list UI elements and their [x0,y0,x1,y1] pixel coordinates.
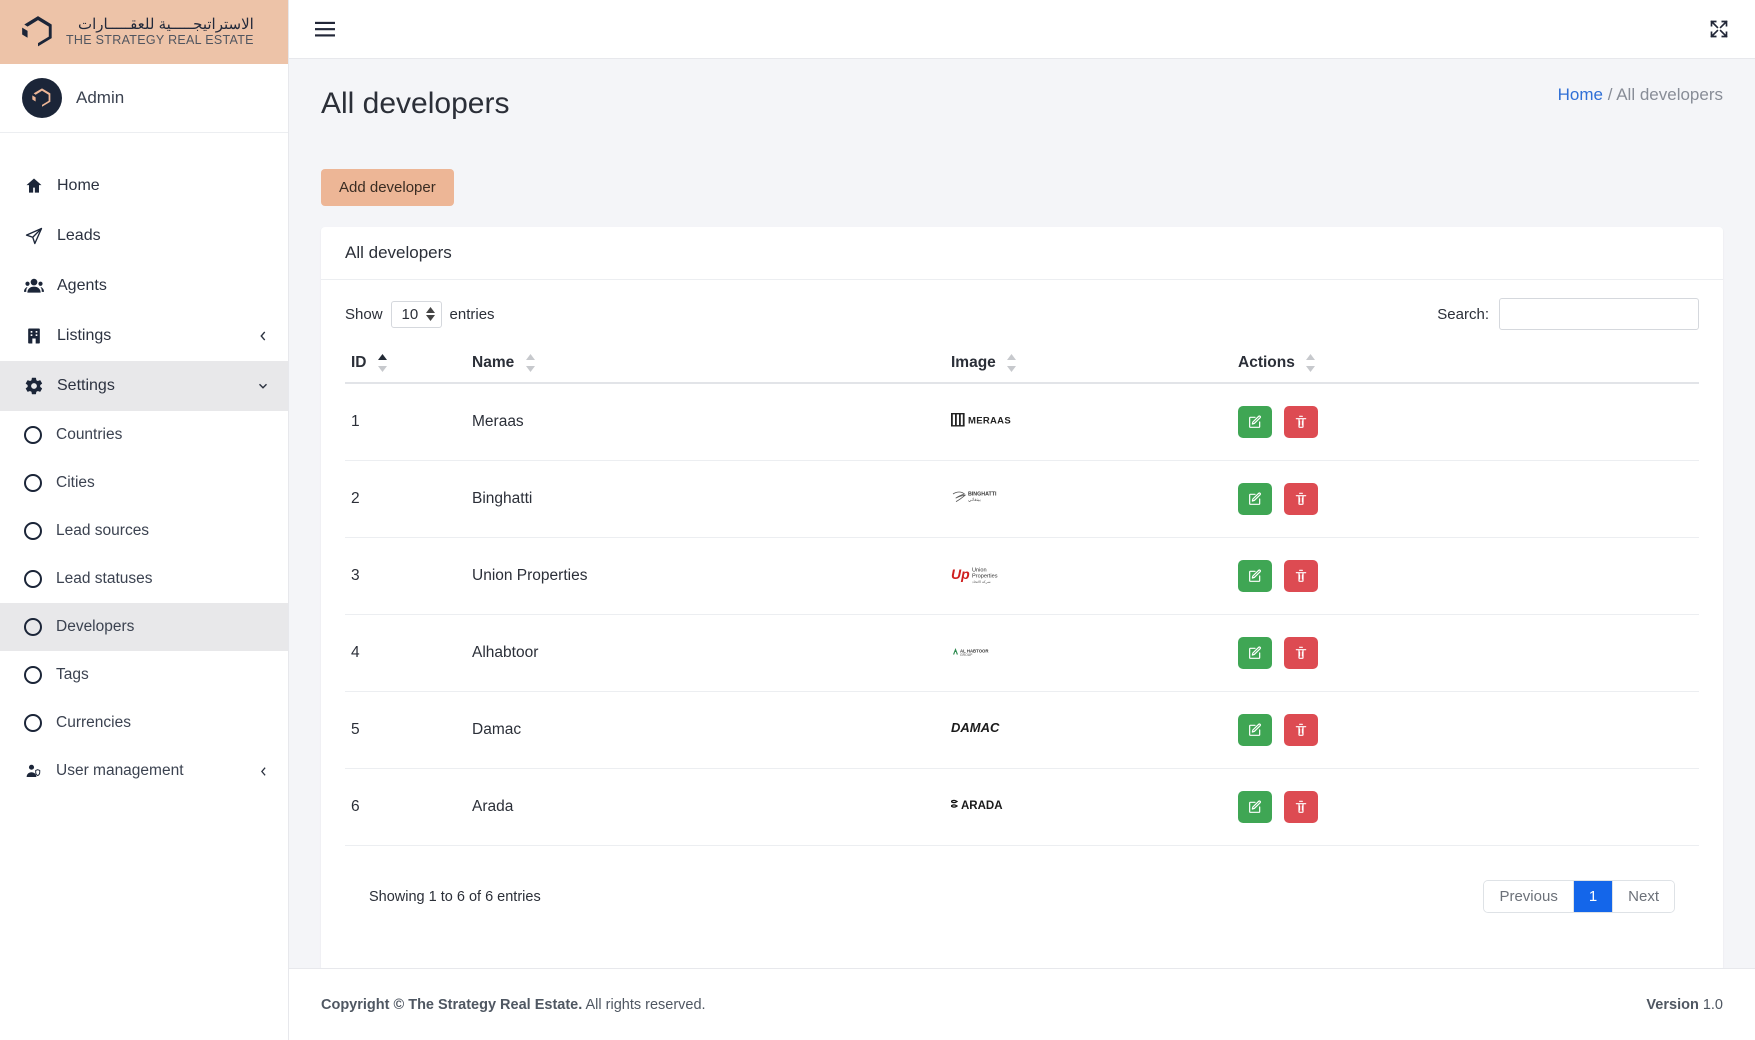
svg-text:DAMAC: DAMAC [951,720,1000,735]
svg-text:شركة الاتحاد: شركة الاتحاد [972,579,992,584]
svg-text:Up: Up [951,566,970,582]
svg-text:بينغاتي: بينغاتي [968,497,981,502]
svg-text:Properties: Properties [972,573,998,579]
svg-text:GROUP: GROUP [960,653,973,657]
svg-text:ARADA: ARADA [961,800,1003,812]
svg-text:MERAAS: MERAAS [968,415,1011,426]
